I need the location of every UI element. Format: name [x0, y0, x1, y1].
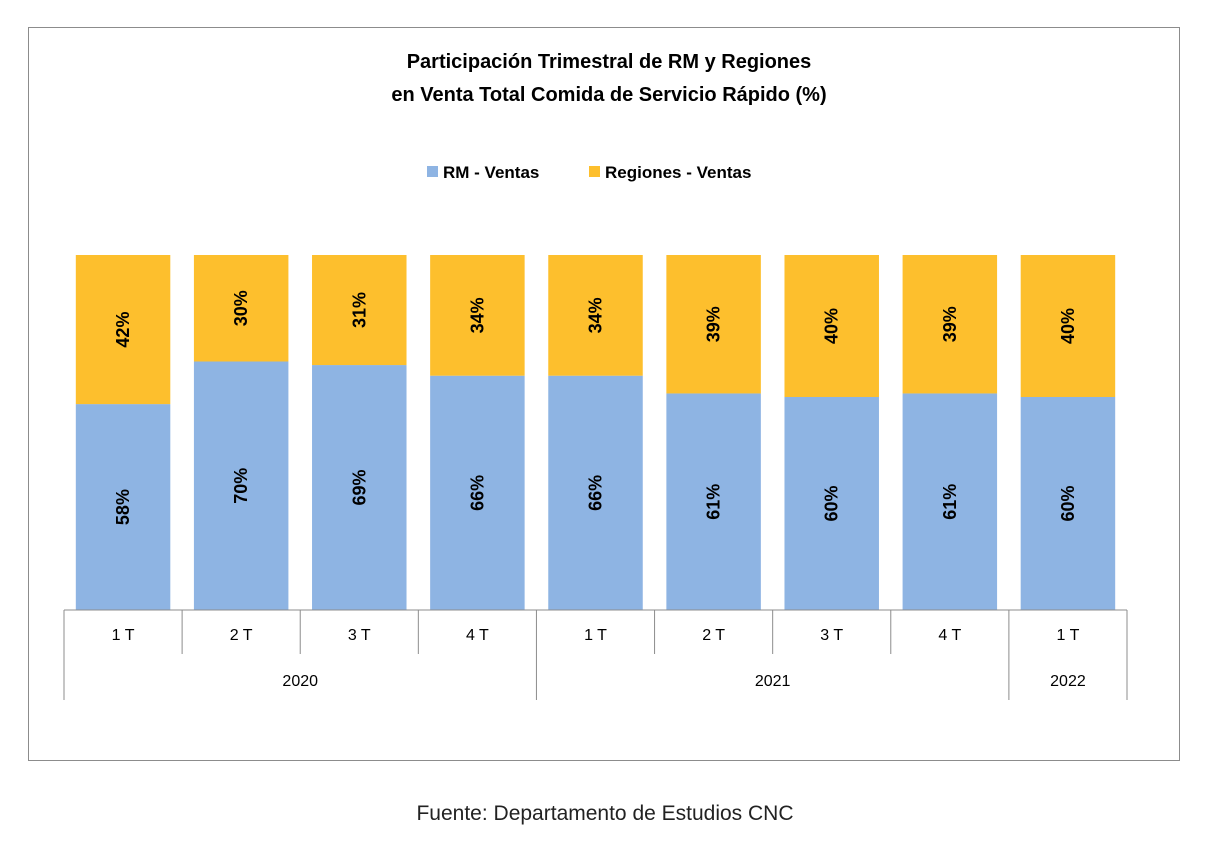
data-label-regiones-5: 39% — [704, 306, 724, 342]
data-label-regiones-0: 42% — [113, 312, 133, 348]
chart-frame: Participación Trimestral de RM y Regione… — [28, 27, 1180, 761]
x-tick-label-2: 3 T — [348, 627, 371, 644]
legend-label-regiones: Regiones - Ventas — [605, 163, 751, 182]
bar-regiones-4 — [548, 255, 643, 376]
data-label-rm-3: 66% — [467, 475, 487, 511]
legend-label-rm: RM - Ventas — [443, 163, 539, 182]
x-tick-label-1: 2 T — [230, 627, 253, 644]
data-label-rm-8: 60% — [1058, 485, 1078, 521]
bar-rm-0 — [75, 404, 171, 610]
data-label-regiones-3: 34% — [467, 297, 487, 333]
bar-rm-6 — [784, 397, 879, 610]
x-group-label-2022: 2022 — [1050, 673, 1086, 690]
category-axis: 1 T 2 T 3 T 4 T 1 T 2 T 3 T 4 T 1 T 2020 2021 2022 — [63, 609, 1128, 700]
bars: 58% 42% 70% 30% 69% 31% 66% 34% 66% 34% 61% 39% 60% 4… — [75, 255, 1116, 610]
x-tick-label-8: 1 T — [1057, 627, 1080, 644]
bar-rm-4 — [548, 375, 643, 610]
chart-title-line-1: Participación Trimestral de RM y Regione… — [407, 51, 812, 73]
data-label-rm-1: 70% — [231, 468, 251, 504]
bar-rm-5 — [666, 393, 761, 610]
bar-rm-3 — [430, 375, 525, 610]
bar-regiones-3 — [430, 255, 525, 376]
bar-regiones-0 — [75, 255, 171, 405]
chart-canvas: Participación Trimestral de RM y Regione… — [63, 51, 1128, 700]
bar-regiones-7 — [902, 255, 998, 394]
data-label-regiones-1: 30% — [231, 290, 251, 326]
bar-rm-2 — [312, 365, 407, 610]
data-label-rm-5: 61% — [704, 484, 724, 520]
legend: RM - Ventas Regiones - Ventas — [427, 163, 751, 182]
x-tick-label-4: 1 T — [584, 627, 607, 644]
chart-title-line-2: en Venta Total Comida de Servicio Rápido… — [391, 84, 826, 106]
data-label-rm-2: 69% — [349, 470, 369, 506]
bar-regiones-1 — [193, 255, 289, 362]
data-label-regiones-8: 40% — [1058, 308, 1078, 344]
x-group-label-2021: 2021 — [755, 673, 791, 690]
bar-rm-1 — [193, 361, 289, 610]
x-tick-label-0: 1 T — [112, 627, 135, 644]
data-label-regiones-2: 31% — [349, 292, 369, 328]
source-note: Fuente: Departamento de Estudios CNC — [416, 802, 794, 825]
bar-rm-8 — [1020, 397, 1116, 610]
legend-swatch-regiones — [589, 166, 600, 177]
data-label-rm-6: 60% — [822, 485, 842, 521]
data-label-regiones-4: 34% — [586, 297, 606, 333]
data-label-rm-0: 58% — [113, 489, 133, 525]
bar-regiones-6 — [784, 255, 879, 397]
data-label-regiones-6: 40% — [822, 308, 842, 344]
data-label-rm-7: 61% — [940, 484, 960, 520]
bar-regiones-8 — [1020, 255, 1116, 397]
x-group-label-2020: 2020 — [282, 673, 318, 690]
bar-regiones-5 — [666, 255, 761, 394]
bar-rm-7 — [902, 393, 998, 610]
data-label-regiones-7: 39% — [940, 306, 960, 342]
x-tick-label-5: 2 T — [702, 627, 725, 644]
x-tick-label-7: 4 T — [938, 627, 961, 644]
legend-swatch-rm — [427, 166, 438, 177]
data-label-rm-4: 66% — [586, 475, 606, 511]
x-tick-label-6: 3 T — [820, 627, 843, 644]
x-tick-label-3: 4 T — [466, 627, 489, 644]
bar-regiones-2 — [312, 255, 407, 366]
